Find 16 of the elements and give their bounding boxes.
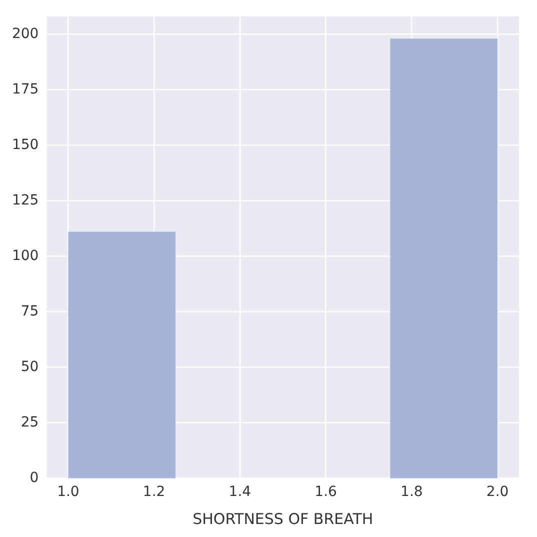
x-tick-label: 1.8 xyxy=(400,484,423,500)
y-tick-label: 125 xyxy=(12,192,39,208)
x-axis-title: SHORTNESS OF BREATH xyxy=(192,510,374,528)
y-tick-label: 50 xyxy=(20,358,39,375)
y-tick-label: 0 xyxy=(30,470,39,486)
x-tick-label: 1.2 xyxy=(142,484,166,500)
x-tick-label: 1.6 xyxy=(314,484,338,500)
x-tick-label: 1.4 xyxy=(228,484,252,500)
y-tick-label: 200 xyxy=(12,26,39,42)
y-tick-label: 25 xyxy=(20,414,39,430)
y-tick-label: 100 xyxy=(12,248,39,264)
x-tick-label: 1.0 xyxy=(57,484,80,500)
y-tick-label: 75 xyxy=(20,303,39,320)
y-tick-label: 175 xyxy=(12,81,39,98)
x-tick-label: 2.0 xyxy=(486,484,509,500)
y-tick-label: 150 xyxy=(12,136,39,153)
